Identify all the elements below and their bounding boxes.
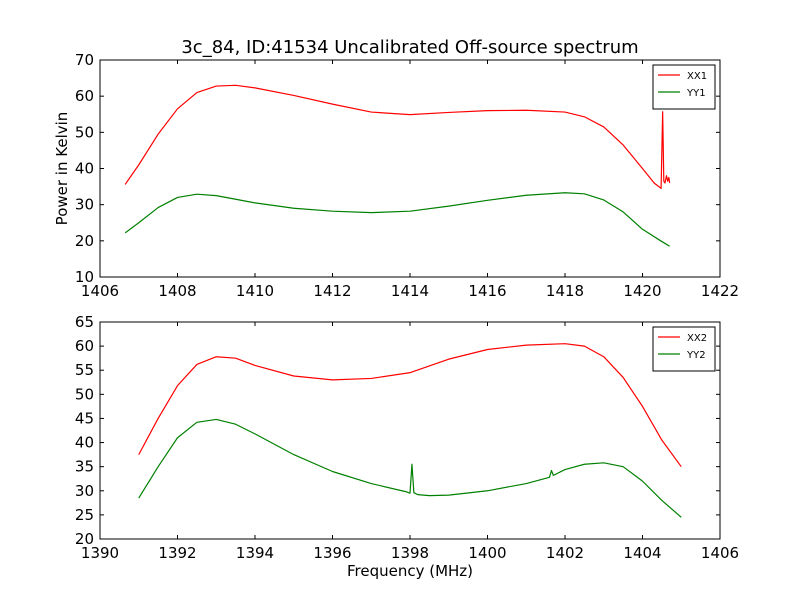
bottom-y-tick-label: 55: [75, 361, 94, 379]
top-plot-panel: 1406 1408 1410 1412 1414 1416 1418 1420 1422 10 20…: [53, 51, 739, 300]
bottom-series-xx2: [138, 343, 682, 468]
top-y-tick-label: 20: [75, 232, 94, 250]
top-x-tick-label: 1418: [546, 282, 584, 300]
top-x-tick-label: 1416: [468, 282, 506, 300]
top-y-tick-label: 60: [75, 87, 94, 105]
top-y-tick-label: 40: [75, 160, 94, 178]
bottom-x-tick-label: 1392: [158, 544, 196, 562]
chart-title: 3c_84, ID:41534 Uncalibrated Off-source …: [181, 37, 638, 58]
top-legend-label-yy1: YY1: [686, 88, 706, 99]
bottom-x-tick-label: 1396: [313, 544, 351, 562]
bottom-legend-label-yy2: YY2: [686, 350, 706, 361]
bottom-x-tick-label: 1390: [81, 544, 119, 562]
bottom-y-tick-label: 65: [75, 313, 94, 331]
bottom-y-tick-label: 20: [75, 530, 94, 548]
top-y-tick-label: 70: [75, 51, 94, 69]
top-y-tick-label: 50: [75, 123, 94, 141]
top-y-tick-label: 30: [75, 196, 94, 214]
top-x-tick-label: 1414: [391, 282, 429, 300]
top-x-tick-label: 1420: [623, 282, 661, 300]
bottom-x-tick-label: 1398: [391, 544, 429, 562]
bottom-legend-label-xx2: XX2: [687, 333, 707, 344]
top-x-tick-label: 1422: [701, 282, 739, 300]
top-x-tick-label: 1412: [313, 282, 351, 300]
top-legend-label-xx1: XX1: [687, 71, 707, 82]
bottom-x-tick-label: 1394: [236, 544, 274, 562]
bottom-y-tick-label: 50: [75, 385, 94, 403]
top-x-tick-label: 1410: [236, 282, 274, 300]
bottom-legend-box: [652, 326, 716, 372]
bottom-y-tick-label: 35: [75, 458, 94, 476]
bottom-x-axis-label: Frequency (MHz): [347, 562, 473, 580]
bottom-plot-panel: 1390 1392 1394 1396 1398 1400 1402 1404 1406 20 25…: [75, 313, 739, 580]
bottom-y-tick-label: 60: [75, 337, 94, 355]
top-x-tick-label: 1408: [158, 282, 196, 300]
top-legend-box: [652, 64, 716, 110]
bottom-x-tick-label: 1406: [701, 544, 739, 562]
bottom-y-tick-label: 45: [75, 409, 94, 427]
bottom-x-tick-label: 1402: [546, 544, 584, 562]
bottom-x-tick-label: 1404: [623, 544, 661, 562]
bottom-y-tick-label: 40: [75, 434, 94, 452]
top-y-tick-label: 10: [75, 268, 94, 286]
top-series-xx1: [124, 84, 671, 189]
bottom-y-tick-label: 25: [75, 506, 94, 524]
top-series-yy1: [124, 192, 670, 247]
bottom-series-yy2: [138, 418, 682, 518]
top-x-tick-label: 1406: [81, 282, 119, 300]
bottom-x-tick-label: 1400: [468, 544, 506, 562]
top-y-axis-label: Power in Kelvin: [53, 112, 71, 226]
bottom-y-tick-label: 30: [75, 482, 94, 500]
